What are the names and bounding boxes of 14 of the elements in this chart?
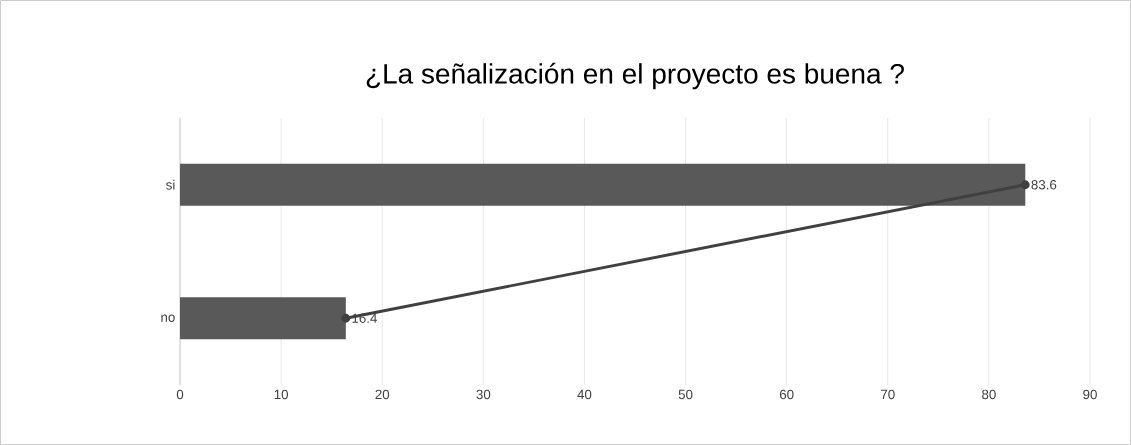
y-tick-label: no [161,314,175,322]
x-tick-label: 80 [982,389,996,400]
x-tick-label: 40 [577,389,592,400]
x-tick-label: 60 [779,389,794,400]
x-tick-label: 30 [476,389,491,400]
x-tick-label: 70 [881,389,895,400]
chart-title: ¿La señalización en el proyecto es buena ? [366,62,904,90]
data-label: 83.6 [1031,180,1057,190]
x-tick-label: 0 [176,389,184,400]
y-tick-label: si [166,179,175,190]
x-tick-label: 50 [678,389,693,400]
x-tick-label: 10 [274,389,289,400]
x-tick-label: 20 [375,389,390,400]
x-tick-label: 90 [1083,389,1097,400]
